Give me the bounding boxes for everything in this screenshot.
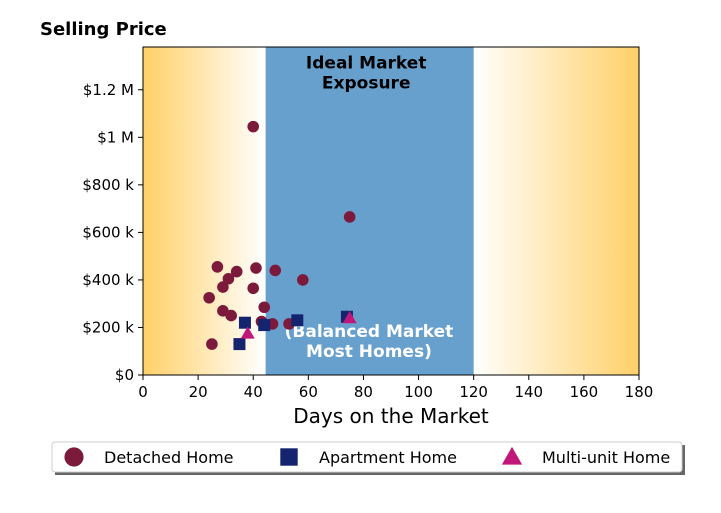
x-tick-label: 40 (244, 383, 263, 401)
data-point (342, 310, 357, 324)
chart-title: Selling Price (40, 19, 167, 40)
data-point (203, 291, 215, 304)
data-point (222, 272, 235, 285)
legend: Detached Home Apartment Home Multi-unit Ho… (51, 441, 685, 475)
x-tick-label: 120 (459, 383, 488, 401)
data-point (297, 274, 309, 286)
annotation-0-line-0: Ideal Market (306, 53, 427, 73)
series-multi-unit-home (240, 310, 357, 339)
y-tick-label: $1.2 M (83, 81, 134, 99)
annotation-0: Ideal Market Exposure (306, 53, 427, 93)
annotations: Ideal Market Exposure (Balanced Market Most… (285, 53, 454, 362)
data-point (225, 309, 237, 322)
data-point (240, 326, 255, 339)
legend-marker-circle (64, 447, 84, 467)
annotation-1-line-1: Most Homes) (306, 342, 432, 362)
x-tick-label: 180 (625, 383, 654, 401)
x-tick-label: 20 (189, 383, 208, 401)
data-point (206, 338, 218, 350)
x-tick-label: 160 (570, 383, 599, 401)
legend-box (51, 441, 683, 473)
data-point (250, 262, 262, 274)
plot-background (143, 47, 639, 375)
data-point (238, 316, 251, 329)
y-tick-label: $1 M (97, 128, 134, 146)
y-tick-label: $0 (115, 366, 134, 384)
y-tick-label: $600 k (82, 223, 134, 241)
x-tick-label: 100 (404, 383, 433, 401)
data-point (247, 120, 260, 133)
legend-label: Apartment Home (319, 448, 457, 467)
legend-label: Detached Home (104, 448, 234, 467)
data-point (291, 314, 304, 327)
legend-marker-triangle (501, 446, 523, 465)
x-tick-label: 140 (514, 383, 543, 401)
annotation-1: (Balanced Market Most Homes) (285, 322, 454, 362)
legend-marker-square (280, 448, 298, 466)
data-point (258, 319, 271, 332)
legend-label: Multi-unit Home (542, 448, 670, 467)
x-tick-label: 80 (354, 383, 373, 401)
x-tick-label: 0 (138, 383, 148, 401)
data-markers (203, 120, 357, 351)
annotation-1-line-0: (Balanced Market (285, 322, 454, 342)
data-point (230, 265, 243, 278)
data-point (247, 282, 260, 295)
y-tick-label: $400 k (82, 271, 134, 289)
axes: 0 20 40 60 80 100 120 140 160 180 $0 $200 k $400 k $6… (82, 81, 653, 401)
gradient-right (473, 47, 639, 375)
data-point (258, 301, 271, 314)
plot-frame (142, 46, 640, 376)
data-point (233, 338, 246, 351)
x-axis-title: Days on the Market (293, 404, 489, 428)
annotation-0-line-1: Exposure (322, 73, 411, 93)
y-tick-label: $200 k (82, 318, 134, 336)
legend-item: Detached Home (64, 447, 234, 467)
legend-item: Multi-unit Home (501, 446, 670, 467)
y-tick-label: $800 k (82, 176, 134, 194)
legend-item: Apartment Home (280, 448, 457, 467)
data-point (217, 281, 229, 293)
data-point (211, 261, 224, 273)
data-point (269, 264, 282, 277)
x-tick-label: 60 (299, 383, 318, 401)
data-point (343, 211, 356, 223)
